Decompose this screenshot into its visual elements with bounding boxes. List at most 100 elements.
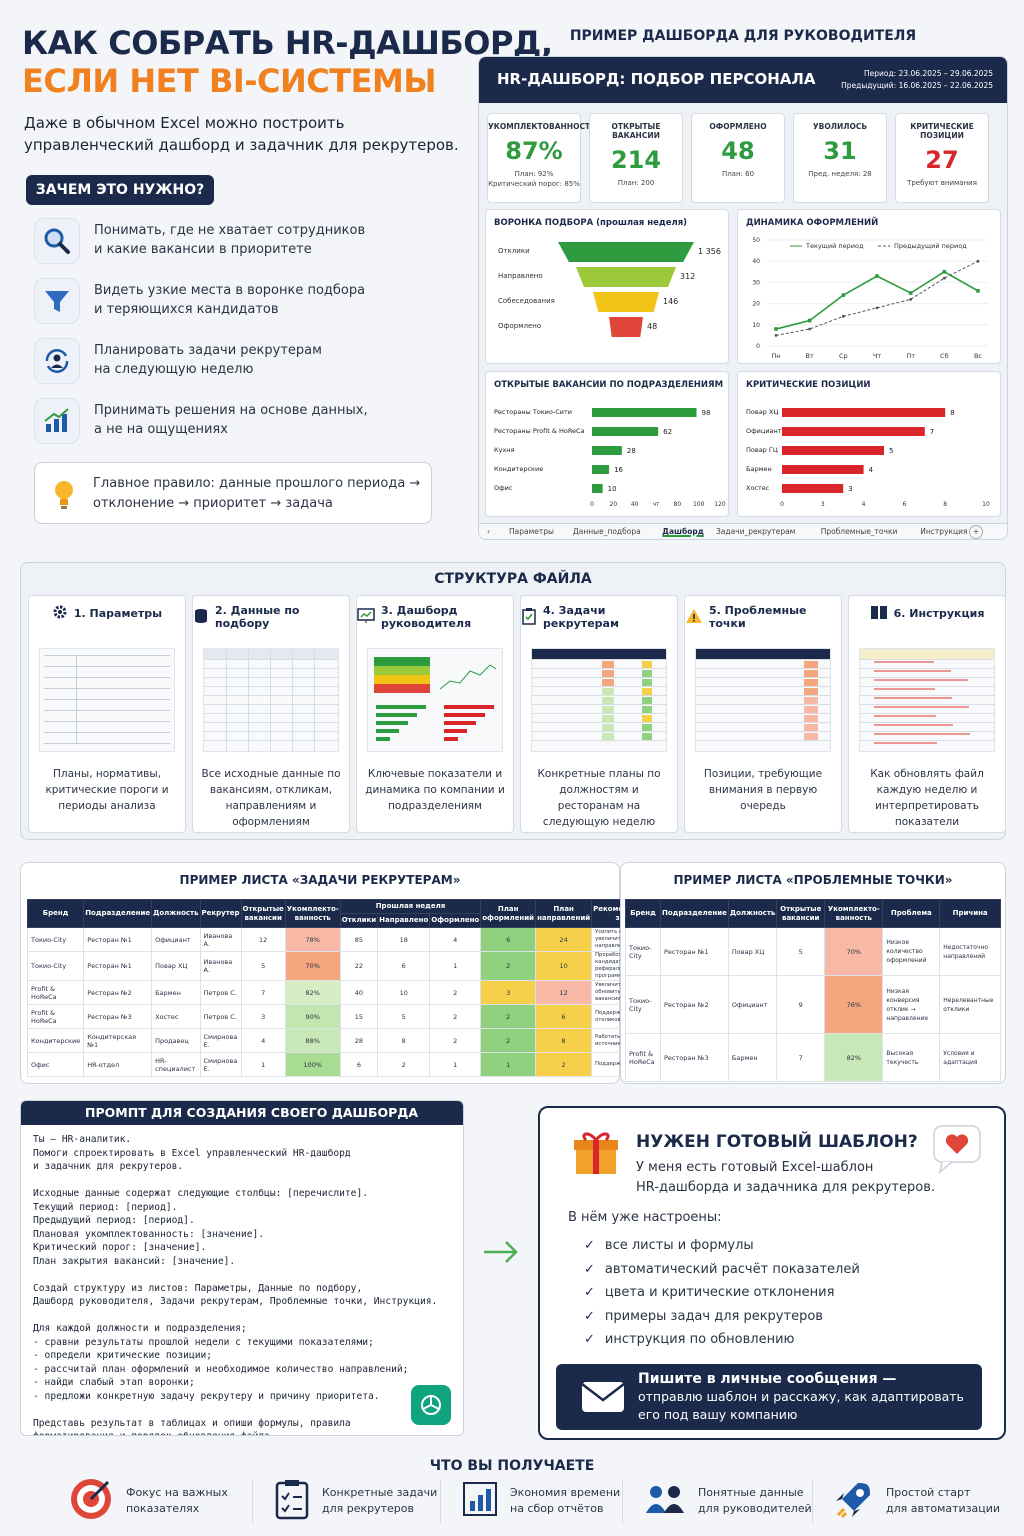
data-point <box>942 270 947 274</box>
prompt-text[interactable]: Ты — HR-аналитик. Помоги спроектировать … <box>33 1134 438 1435</box>
tab-scroll-left-icon[interactable]: ‹ <box>487 527 490 536</box>
structure-sheet-card: 1. Параметры Планы, нормативы, критически… <box>28 595 186 833</box>
table-header: Оформлено <box>429 913 482 928</box>
table-cell: Кондитерская №1 <box>83 1028 153 1053</box>
sheet-tab[interactable]: Инструкция <box>920 527 968 536</box>
table-row: Profit & HoReCa Ресторан №3 Хостес Петров С… <box>26 1004 669 1029</box>
sheet-tab[interactable]: Задачи_рекрутерам <box>716 527 796 536</box>
table-header: Отклики <box>339 913 379 928</box>
table-cell: Повар ХЦ <box>727 927 778 976</box>
template-inside: В нём уже настроены: <box>568 1210 722 1225</box>
structure-sheet-title: 3. Дашборд руководителя <box>381 604 472 630</box>
divider <box>622 1480 623 1524</box>
structure-sheet-card: 6. Инструкция Как обновлять файл каждую н… <box>848 595 1006 833</box>
page-title: КАК СОБРАТЬ HR-ДАШБОРД, ЕСЛИ НЕТ BI-СИСТ… <box>22 24 553 100</box>
table-cell: Низкая конверсия отклик → направление <box>882 975 941 1034</box>
cta-line-2: отправлю шаблон и расскажу, как адаптиро… <box>638 1389 964 1404</box>
table-cell: 2 <box>535 1052 593 1077</box>
database-icon <box>193 608 209 627</box>
vacancies-panel: ОТКРЫТЫЕ ВАКАНСИИ ПО ПОДРАЗДЕЛЕНИЯМ Рест… <box>485 371 729 517</box>
table-header: Открытые вакансии <box>240 899 286 928</box>
table-row: Офис HR-отдел HR-специалист Смирнова Е. 1 100… <box>26 1052 669 1077</box>
series-line <box>775 260 979 336</box>
table-row: Токио-City Ресторан №1 Повар ХЦ Иванова А. 5… <box>26 951 669 981</box>
funnel-stage-label: Отклики <box>498 247 530 255</box>
main-rule: Главное правило: данные прошлого периода… <box>34 462 432 524</box>
x-tick-label: Вс <box>974 352 982 360</box>
kpi-card: ОТКРЫТЫЕ ВАКАНСИИ 214 План: 200 <box>589 113 683 203</box>
table-header: Рекрутер <box>199 899 242 928</box>
line-chart: 0 10 20 30 40 50 Пн Вт Ср Чт Пт Сб Вс Текущий период П… <box>752 237 988 360</box>
data-point <box>875 306 879 310</box>
template-feature: ✓ цвета и критические отклонения <box>584 1285 835 1300</box>
growth-chart-icon <box>34 398 80 444</box>
x-tick-label: 40 <box>631 501 639 508</box>
kpi-card: УВОЛИЛОСЬ 31 Пред. неделя: 28 <box>793 113 887 203</box>
table-cell: Нерелевантные отклики <box>939 975 1001 1034</box>
funnel-stage-label: Направлено <box>498 272 543 280</box>
table-header: Подразделение <box>660 899 729 928</box>
bar-value-label: 3 <box>848 485 852 493</box>
kpi-title: УВОЛИЛОСЬ <box>812 122 868 131</box>
critical-chart: Повар ХЦ 8 Официант 7 Повар ГЦ 5 Бармен 4 Хостес… <box>746 408 990 508</box>
table-row: Токио-City Ресторан №2 Официант 9 76% Низкая … <box>625 975 1001 1034</box>
sheet-thumbnail <box>39 648 175 752</box>
table-cell: 10 <box>377 980 431 1005</box>
table-cell: Иванова А. <box>199 927 242 952</box>
table-cell: Официант <box>151 927 201 952</box>
table-cell: Profit & HoReCa <box>625 1033 661 1082</box>
kpi-sub: План: 200 <box>617 179 655 187</box>
x-tick-label: Вт <box>806 352 814 360</box>
sheet-tab[interactable]: Данные_подбора <box>572 527 641 536</box>
divider <box>440 1480 441 1524</box>
dm-cta[interactable]: Пишите в личные сообщения — отправлю шаб… <box>556 1364 982 1430</box>
dashboard-example: HR-ДАШБОРД: ПОДБОР ПЕРСОНАЛА Период: 23.… <box>478 56 1008 540</box>
table-cell: 3 <box>480 980 537 1005</box>
table-cell: 12 <box>535 980 593 1005</box>
table-cell: 2 <box>377 1052 431 1077</box>
kpi-sub: Требуют внимания <box>907 179 977 187</box>
chatgpt-logo-icon <box>411 1385 451 1425</box>
sheet-tab[interactable]: Дашборд <box>662 527 704 536</box>
table-cell: 4 <box>240 1028 286 1053</box>
people-icon <box>644 1483 686 1520</box>
table-cell: 100% <box>284 1052 341 1077</box>
benefit-line-1: Экономия времени <box>510 1486 621 1499</box>
sheet-tabs: ‹ Параметры Данные_подбора Дашборд Задачи_ре… <box>479 523 1007 539</box>
benefit-item: Понятные данные для руководителей <box>644 1476 812 1526</box>
presentation-icon <box>357 607 375 627</box>
bar <box>782 408 946 417</box>
sheet-thumbnail <box>367 648 503 752</box>
data-point <box>774 327 778 331</box>
benefit-line-1: Фокус на важных <box>126 1486 228 1499</box>
check-icon: ✓ <box>584 1238 595 1253</box>
table-cell: Profit & HoReCa <box>26 980 85 1005</box>
warning-icon <box>685 608 703 627</box>
template-feature: ✓ инструкция по обновлению <box>584 1332 795 1347</box>
x-tick-label: 0 <box>590 501 594 508</box>
kpi-card: КРИТИЧЕСКИЕ ПОЗИЦИИ 27 Требуют внимания <box>895 113 989 203</box>
sheet-tab[interactable]: Параметры <box>509 527 554 536</box>
check-icon: ✓ <box>584 1332 595 1347</box>
table-cell: Ресторан №1 <box>83 927 153 952</box>
structure-sheet-card: 5. Проблемные точки Позиции, требующие вн… <box>684 595 842 833</box>
bar-category-label: Бармен <box>746 465 772 473</box>
data-point <box>976 259 980 263</box>
table-cell: Ресторан №2 <box>83 980 153 1005</box>
sheet-tab[interactable]: Проблемные_точки <box>820 527 898 536</box>
x-tick-label: 0 <box>780 501 784 508</box>
table-header: Бренд <box>26 899 85 928</box>
gift-icon <box>572 1130 620 1180</box>
x-tick-label: Ср <box>839 352 848 360</box>
why-item-4: Принимать решения на основе данных, а не … <box>94 403 368 437</box>
table-cell: Продавец <box>151 1028 201 1053</box>
benefit-line-2: для руководителей <box>698 1502 812 1515</box>
add-sheet-icon[interactable]: + <box>969 525 983 539</box>
structure-sheet-desc: Позиции, требующие внимания в первую оче… <box>703 768 823 812</box>
table-cell: 2 <box>480 1028 537 1053</box>
bar-category-label: Повар ГЦ <box>746 446 778 454</box>
x-tick-label: 10 <box>982 501 990 508</box>
template-title: НУЖЕН ГОТОВЫЙ ШАБЛОН? <box>636 1132 918 1152</box>
y-tick-label: 50 <box>752 237 760 244</box>
table-cell: 7 <box>776 1033 826 1082</box>
